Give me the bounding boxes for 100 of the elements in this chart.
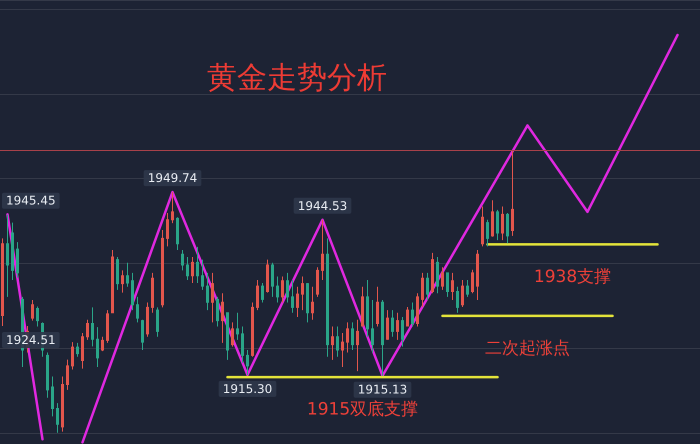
candlestick xyxy=(211,272,214,323)
candlestick xyxy=(406,306,409,328)
candlestick xyxy=(396,312,399,340)
text: 1915.13 xyxy=(358,382,408,397)
candlestick xyxy=(231,322,234,348)
candlestick xyxy=(56,402,59,434)
candlestick xyxy=(481,206,484,247)
candlestick xyxy=(276,276,279,304)
candlestick xyxy=(51,376,54,417)
candlestick xyxy=(301,276,304,311)
candlestick xyxy=(236,312,239,340)
candlestick xyxy=(141,319,144,350)
candlestick xyxy=(171,192,174,224)
candlestick xyxy=(431,252,434,294)
candlestick xyxy=(241,326,244,364)
candlestick xyxy=(116,256,119,290)
candlestick xyxy=(456,286,459,314)
candlestick xyxy=(506,212,509,244)
candlestick xyxy=(191,256,194,284)
candlestick xyxy=(441,266,444,290)
candlestick xyxy=(436,256,439,294)
candlestick xyxy=(196,246,199,284)
candlestick xyxy=(36,306,39,328)
candlestick xyxy=(386,310,389,340)
series-label: 二次起涨点 xyxy=(485,338,570,358)
candlestick xyxy=(226,312,229,360)
candlestick xyxy=(186,256,189,280)
text: 1915.30 xyxy=(222,382,272,396)
candlestick xyxy=(111,250,114,314)
candlestick xyxy=(11,222,14,280)
candlestick xyxy=(6,214,9,298)
candlestick xyxy=(101,336,104,352)
candlestick xyxy=(361,286,364,328)
candlestick xyxy=(46,352,49,398)
candlestick xyxy=(466,279,469,298)
candlestick xyxy=(1,238,4,326)
candlestick xyxy=(156,306,159,338)
candlestick xyxy=(351,322,354,350)
candlestick xyxy=(471,269,474,294)
candlestick xyxy=(296,286,299,318)
candlestick xyxy=(346,322,349,354)
candlestick xyxy=(366,279,369,338)
candlestick xyxy=(71,342,74,370)
candlestick xyxy=(221,292,224,344)
candlestick xyxy=(356,319,359,372)
candlestick xyxy=(391,310,394,338)
candlestick xyxy=(496,209,499,241)
candlestick xyxy=(161,229,164,308)
candlestick xyxy=(401,316,404,348)
candlestick xyxy=(311,286,314,320)
candlestick xyxy=(76,342,79,358)
candlestick xyxy=(341,332,344,368)
candlestick xyxy=(96,326,99,368)
series-label: 1915双底支撑 xyxy=(306,400,418,420)
text: 1945.45 xyxy=(6,194,56,208)
candlestick xyxy=(461,279,464,308)
candlestick xyxy=(16,242,19,278)
candlestick xyxy=(476,250,479,300)
candlestick xyxy=(491,200,494,238)
candlestick xyxy=(286,272,289,304)
candlestick xyxy=(266,259,269,294)
series-label: 1938支撑 xyxy=(534,266,612,287)
candlestick xyxy=(106,310,109,344)
candlestick xyxy=(331,326,334,360)
text: 1949.74 xyxy=(148,171,198,186)
candlestick xyxy=(126,262,129,288)
candlestick xyxy=(176,216,179,250)
candlestick xyxy=(121,270,124,294)
candlestick xyxy=(256,279,259,311)
candlestick xyxy=(291,279,294,314)
candlestick xyxy=(216,296,219,328)
candlestick xyxy=(251,302,254,358)
candlestick xyxy=(166,212,169,247)
candlestick xyxy=(321,219,324,280)
candlestick xyxy=(91,306,94,347)
candlestick xyxy=(181,250,184,271)
text: 1944.53 xyxy=(298,198,348,213)
candlestick xyxy=(66,359,69,390)
candlestick xyxy=(271,262,274,298)
candlestick xyxy=(246,350,249,376)
candlestick xyxy=(326,238,329,358)
candlestick xyxy=(426,272,429,300)
candlestick xyxy=(486,219,489,247)
candlestick xyxy=(136,296,139,323)
candlestick xyxy=(306,282,309,323)
candlestick xyxy=(86,319,89,340)
candlestick xyxy=(416,292,419,328)
candlestick xyxy=(381,300,384,376)
candlestick xyxy=(421,272,424,308)
candlestick xyxy=(206,272,209,311)
candlestick xyxy=(146,302,149,338)
candlestick xyxy=(336,326,339,358)
candlestick xyxy=(261,282,264,304)
candlestick xyxy=(371,300,374,354)
text: 1924.51 xyxy=(6,332,56,347)
candlestick xyxy=(81,332,84,370)
candlestick xyxy=(61,376,64,432)
candlestick xyxy=(446,272,449,298)
candlestick xyxy=(151,272,154,314)
candlestick xyxy=(511,150,514,236)
